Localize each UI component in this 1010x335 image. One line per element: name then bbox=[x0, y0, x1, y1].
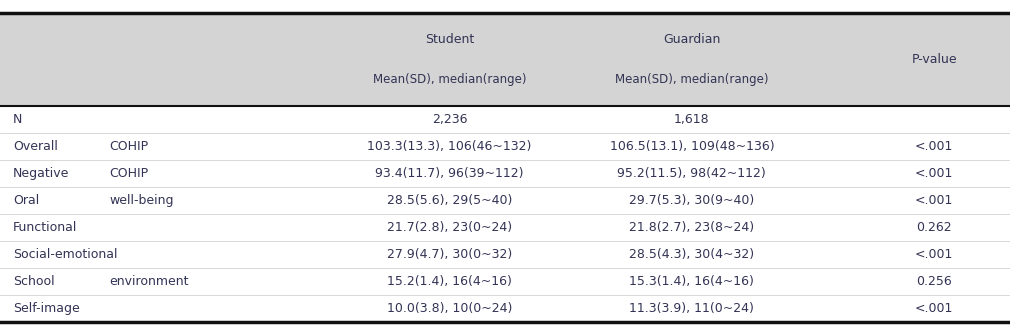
Text: 1,618: 1,618 bbox=[674, 113, 710, 126]
Text: Self-image: Self-image bbox=[13, 302, 80, 315]
Text: P-value: P-value bbox=[911, 53, 957, 66]
Text: 11.3(3.9), 11(0~24): 11.3(3.9), 11(0~24) bbox=[629, 302, 754, 315]
Text: Negative: Negative bbox=[13, 166, 70, 180]
Text: COHIP: COHIP bbox=[109, 140, 148, 152]
Text: 28.5(5.6), 29(5~40): 28.5(5.6), 29(5~40) bbox=[387, 194, 512, 207]
Text: Functional: Functional bbox=[13, 220, 78, 233]
Text: 2,236: 2,236 bbox=[431, 113, 468, 126]
Text: 15.2(1.4), 16(4~16): 15.2(1.4), 16(4~16) bbox=[387, 275, 512, 287]
Text: <.001: <.001 bbox=[915, 140, 953, 152]
Text: COHIP: COHIP bbox=[109, 166, 148, 180]
Text: 21.7(2.8), 23(0~24): 21.7(2.8), 23(0~24) bbox=[387, 220, 512, 233]
Text: N: N bbox=[13, 113, 22, 126]
Text: 10.0(3.8), 10(0~24): 10.0(3.8), 10(0~24) bbox=[387, 302, 512, 315]
Text: Student: Student bbox=[425, 33, 474, 46]
Text: well-being: well-being bbox=[109, 194, 174, 207]
Text: Overall: Overall bbox=[13, 140, 58, 152]
Text: 95.2(11.5), 98(42~112): 95.2(11.5), 98(42~112) bbox=[617, 166, 767, 180]
Text: Guardian: Guardian bbox=[664, 33, 720, 46]
Text: 27.9(4.7), 30(0~32): 27.9(4.7), 30(0~32) bbox=[387, 248, 512, 261]
Text: Oral: Oral bbox=[13, 194, 39, 207]
Text: environment: environment bbox=[109, 275, 189, 287]
Text: 0.262: 0.262 bbox=[916, 220, 952, 233]
Text: Social-emotional: Social-emotional bbox=[13, 248, 117, 261]
Text: 21.8(2.7), 23(8~24): 21.8(2.7), 23(8~24) bbox=[629, 220, 754, 233]
Text: <.001: <.001 bbox=[915, 248, 953, 261]
Text: 29.7(5.3), 30(9~40): 29.7(5.3), 30(9~40) bbox=[629, 194, 754, 207]
Text: 106.5(13.1), 109(48~136): 106.5(13.1), 109(48~136) bbox=[610, 140, 774, 152]
Text: <.001: <.001 bbox=[915, 166, 953, 180]
Text: School: School bbox=[13, 275, 55, 287]
Text: <.001: <.001 bbox=[915, 194, 953, 207]
Text: Mean(SD), median(range): Mean(SD), median(range) bbox=[615, 73, 769, 86]
Text: Mean(SD), median(range): Mean(SD), median(range) bbox=[373, 73, 526, 86]
Bar bbox=[0, 13, 1010, 106]
Text: 15.3(1.4), 16(4~16): 15.3(1.4), 16(4~16) bbox=[629, 275, 754, 287]
Text: 93.4(11.7), 96(39~112): 93.4(11.7), 96(39~112) bbox=[375, 166, 524, 180]
Text: 0.256: 0.256 bbox=[916, 275, 952, 287]
Text: <.001: <.001 bbox=[915, 302, 953, 315]
Text: 103.3(13.3), 106(46~132): 103.3(13.3), 106(46~132) bbox=[368, 140, 531, 152]
Text: 28.5(4.3), 30(4~32): 28.5(4.3), 30(4~32) bbox=[629, 248, 754, 261]
